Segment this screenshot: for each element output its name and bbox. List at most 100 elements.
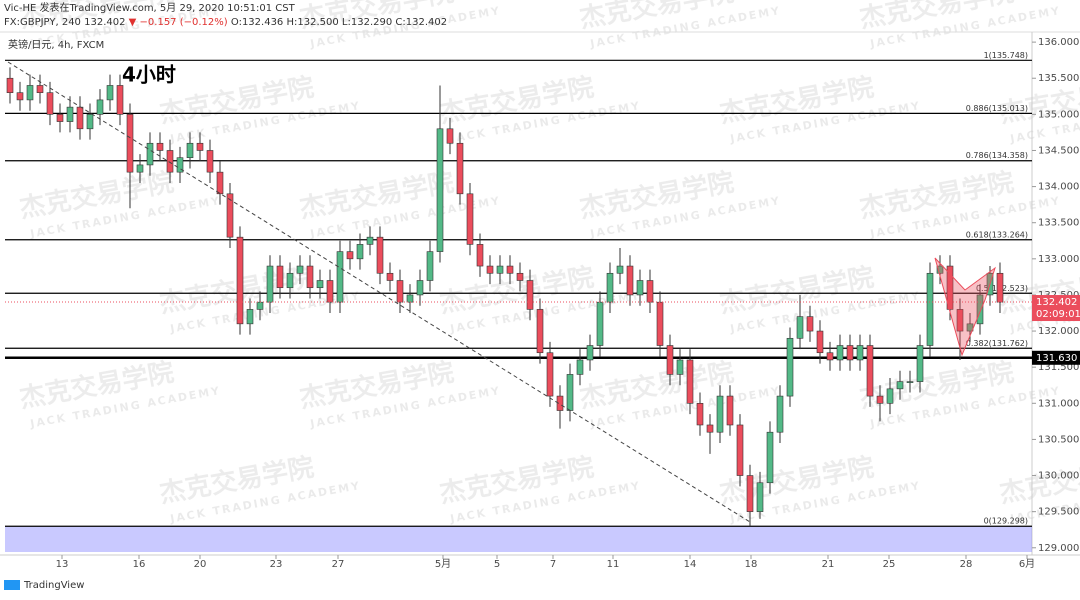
candle-body <box>826 352 834 361</box>
x-tick-label: 20 <box>194 559 207 570</box>
fib-label: 0.382(131.762) <box>966 339 1028 348</box>
candle-body <box>626 265 634 296</box>
candle-body <box>396 280 404 303</box>
x-tick-label: 16 <box>133 559 146 570</box>
y-tick-label: 130.500 <box>1038 434 1079 445</box>
candle-body <box>376 236 384 274</box>
low: L:132.290 <box>342 17 392 28</box>
candle-body <box>166 150 174 173</box>
candle-body <box>86 114 94 130</box>
candle-body <box>856 345 864 361</box>
candle-body <box>36 85 44 93</box>
y-tick-label: 132.000 <box>1038 326 1079 337</box>
candle-body <box>216 171 224 195</box>
plot: 129.000 129.500 130.000 130.500 131.000 131.5… <box>5 37 1080 570</box>
candle-body <box>486 265 494 274</box>
candle-body <box>306 265 314 289</box>
candle-body <box>46 92 54 115</box>
symbol: FX:GBPJPY, 240 <box>4 17 81 28</box>
y-tick-label: 134.000 <box>1038 182 1079 193</box>
candle-body <box>546 352 554 397</box>
candle-body <box>316 280 324 289</box>
y-tick-label: 129.500 <box>1038 507 1079 518</box>
candle-body <box>26 85 34 101</box>
candle-body <box>56 114 64 122</box>
timeframe-note: 4小时 <box>122 63 176 87</box>
x-tick-label: 28 <box>960 559 973 570</box>
x-tick-label: 13 <box>56 559 69 570</box>
candle-body <box>556 395 564 411</box>
candle-body <box>16 92 24 101</box>
candle-body <box>846 345 854 361</box>
candle-body <box>906 381 914 383</box>
candle-body <box>206 150 214 173</box>
fib-label: 1(135.748) <box>984 51 1028 60</box>
candle-body <box>756 482 764 512</box>
candle-body <box>276 265 284 289</box>
candle-body <box>636 280 644 296</box>
countdown: 02:09:01 <box>1036 309 1080 320</box>
candle-body <box>136 164 144 173</box>
high: H:132.500 <box>286 17 338 28</box>
candle-body <box>606 272 614 303</box>
x-tick-label: 21 <box>822 559 835 570</box>
x-tick-label: 5 <box>494 559 500 570</box>
logo-icon <box>4 580 20 590</box>
fib-label: 0(129.298) <box>984 517 1028 526</box>
candle-body <box>566 374 574 411</box>
candle-body <box>916 345 924 382</box>
y-tick-label: 135.500 <box>1038 73 1079 84</box>
candle-body <box>836 345 844 361</box>
candle-body <box>286 272 294 289</box>
candle-body <box>956 309 964 332</box>
candle-body <box>866 345 874 397</box>
x-tick-label: 6月 <box>1019 558 1035 570</box>
candle-body <box>686 359 694 404</box>
candle-body <box>66 106 74 122</box>
candle-body <box>586 345 594 361</box>
candle-body <box>476 244 484 267</box>
open: O:132.436 <box>231 17 283 28</box>
candle-body <box>526 280 534 310</box>
close: C:132.402 <box>395 17 447 28</box>
candle-body <box>156 142 164 151</box>
support-tag <box>1032 350 1080 365</box>
candle-body <box>116 85 124 115</box>
y-tick-label: 131.000 <box>1038 398 1079 409</box>
candle-body <box>616 265 624 274</box>
x-tick-label: 11 <box>607 559 620 570</box>
candle-body <box>796 316 804 339</box>
candle-body <box>816 330 824 354</box>
y-tick-label: 130.000 <box>1038 471 1079 482</box>
last-price-tag <box>1032 295 1080 322</box>
y-tick-label: 136.000 <box>1038 37 1079 48</box>
candle-body <box>876 395 884 404</box>
x-tick-label: 27 <box>332 559 345 570</box>
candle-body <box>406 294 414 303</box>
y-tick-label: 131.500 <box>1038 362 1079 373</box>
candle-body <box>886 388 894 404</box>
candle-body <box>576 359 584 375</box>
candle-body <box>716 395 724 433</box>
candle-body <box>496 265 504 274</box>
y-tick-label: 133.000 <box>1038 254 1079 265</box>
candle-body <box>766 431 774 484</box>
candle-body <box>296 265 304 274</box>
candle-body <box>456 142 464 195</box>
candle-body <box>656 301 664 346</box>
candle-body <box>896 381 904 390</box>
candle-body <box>736 424 744 476</box>
logo[interactable]: TradingView <box>23 580 84 591</box>
candle-body <box>976 294 984 325</box>
publish-line: Vic-HE 发表在TradingView.com, 5月 29, 2020 1… <box>4 1 296 14</box>
y-tick-label: 129.000 <box>1038 543 1079 554</box>
y-tick-label: 135.000 <box>1038 109 1079 120</box>
price: 132.402 <box>84 17 125 28</box>
y-tick-label: 133.500 <box>1038 218 1079 229</box>
candle-body <box>696 403 704 426</box>
change: ▼ −0.157 (−0.12%) <box>129 17 228 28</box>
candle-body <box>176 157 184 173</box>
candle-body <box>666 345 674 375</box>
candle-body <box>266 265 274 303</box>
